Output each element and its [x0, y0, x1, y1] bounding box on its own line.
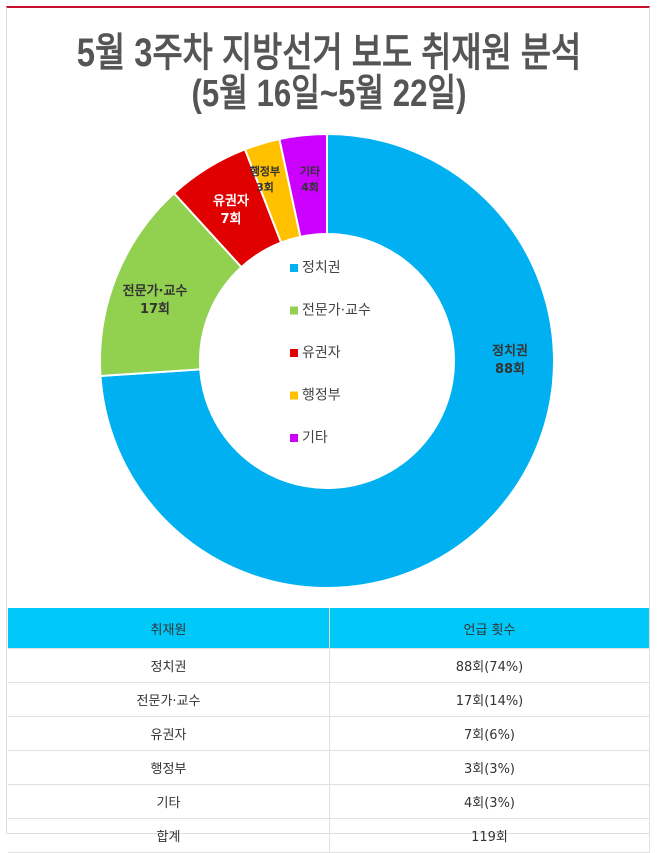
data-label-value: 3회 [256, 180, 274, 194]
source-cell: 정치권 [8, 648, 330, 683]
source-cell: 기타 [8, 784, 330, 819]
data-label-value: 4회 [301, 180, 319, 194]
data-label-category: 정치권 [492, 343, 528, 359]
table-row: 기타 4회(3%) [8, 784, 650, 819]
table-row: 전문가·교수 17회(14%) [8, 682, 650, 717]
data-label-value: 7회 [220, 211, 241, 227]
slice-0 [99, 132, 555, 589]
count-cell: 4회(3%) [329, 784, 650, 819]
count-cell: 17회(14%) [329, 682, 650, 717]
legend-label: 전문가·교수 [302, 303, 371, 319]
header-source: 취재원 [8, 608, 330, 649]
legend-label: 유권자 [302, 345, 341, 361]
donut-chart: 정치권88회전문가·교수17회유권자7회행정부3회기타4회정치권전문가·교수유권… [99, 132, 555, 589]
table-row: 합계 119회 [8, 818, 650, 853]
legend-swatch [290, 434, 298, 442]
data-label-category: 유권자 [213, 194, 249, 209]
table-row: 유권자 7회(6%) [8, 716, 650, 751]
source-table: 취재원 언급 횟수 정치권 88회(74%) 전문가·교수 17회(14%) 유권자 7회… [8, 608, 650, 853]
legend-swatch [290, 264, 298, 272]
page-title: 5월 3주차 지방선거 보도 취재원 분석 [76, 31, 582, 75]
count-cell: 3회(3%) [329, 750, 650, 785]
count-cell: 119회 [329, 818, 650, 853]
slice-4 [278, 132, 328, 239]
legend-label: 행정부 [302, 388, 341, 404]
source-cell: 유권자 [8, 716, 330, 751]
data-label-value: 88회 [495, 361, 525, 377]
source-cell: 합계 [8, 818, 330, 853]
source-cell: 행정부 [8, 750, 330, 785]
count-cell: 88회(74%) [329, 648, 650, 683]
count-cell: 7회(6%) [329, 716, 650, 751]
data-label-value: 17회 [140, 301, 170, 317]
legend-swatch [290, 391, 298, 400]
legend-label: 정치권 [302, 260, 341, 276]
table-header-row: 취재원 언급 횟수 [8, 608, 650, 649]
table-row: 정치권 88회(74%) [8, 648, 650, 683]
header-count: 언급 횟수 [329, 608, 650, 649]
data-label-category: 행정부 [250, 164, 280, 178]
page-subtitle: (5월 16일~5월 22일) [191, 73, 467, 115]
legend-swatch [290, 306, 298, 315]
table-row: 행정부 3회(3%) [8, 750, 650, 785]
legend-swatch [290, 349, 298, 357]
legend-label: 기타 [302, 430, 328, 446]
data-label-category: 전문가·교수 [123, 283, 188, 299]
source-cell: 전문가·교수 [8, 682, 330, 717]
data-label-category: 기타 [300, 164, 321, 178]
